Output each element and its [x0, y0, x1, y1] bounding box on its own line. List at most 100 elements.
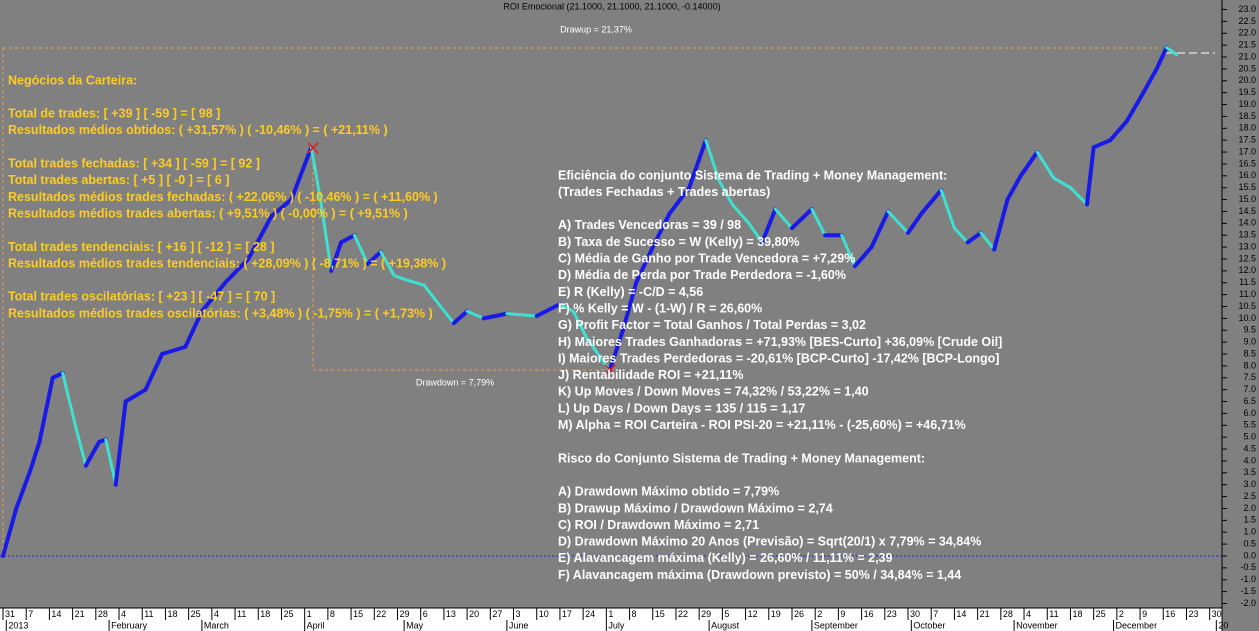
- info-text: H) Maiores Trades Ganhadoras = +71,93% […: [558, 335, 1002, 349]
- y-tick-label: 17.0: [1238, 146, 1256, 156]
- up-segment: [1141, 66, 1159, 95]
- y-tick-label: 22.5: [1238, 16, 1256, 26]
- x-tick-label: 7: [933, 609, 938, 619]
- down-segment: [309, 145, 323, 206]
- y-tick-label: 11.5: [1239, 277, 1256, 287]
- x-tick-label: 3: [516, 609, 521, 619]
- x-tick-label: 1: [608, 609, 613, 619]
- down-segment: [405, 278, 426, 287]
- drawup-label: Drawup = 21,37%: [560, 24, 632, 34]
- x-axis-background: [0, 608, 1222, 631]
- x-tick-label: 4: [121, 609, 126, 619]
- down-segment: [886, 209, 910, 235]
- x-tick-label: 12: [748, 609, 758, 619]
- info-text: Resultados médios trades fechadas: ( +22…: [8, 190, 438, 204]
- y-tick-label: 9.5: [1243, 325, 1256, 335]
- up-segment: [37, 375, 55, 444]
- up-segment: [365, 249, 383, 266]
- info-text: L) Up Days / Down Days = 135 / 115 = 1,1…: [558, 401, 805, 415]
- down-segment: [74, 426, 88, 468]
- info-text: Eficiência do conjunto Sistema de Tradin…: [558, 168, 947, 182]
- y-tick-label: 5.0: [1243, 432, 1256, 442]
- info-text: Resultados médios obtidos: ( +31,57% ) (…: [8, 123, 388, 137]
- y-tick-label: 14.0: [1238, 218, 1256, 228]
- down-segment: [773, 207, 794, 230]
- x-tick-label: 4: [1026, 609, 1031, 619]
- down-segment: [939, 188, 956, 230]
- x-tick-label: 22: [678, 609, 688, 619]
- y-tick-label: 22.0: [1238, 28, 1256, 38]
- x-tick-label: 21: [980, 609, 990, 619]
- info-text: A) Trades Vencedoras = 39 / 98: [558, 218, 741, 232]
- x-tick-label: 19: [771, 609, 781, 619]
- up-segment: [143, 352, 165, 392]
- down-segment: [1165, 46, 1179, 57]
- down-segment: [319, 202, 333, 273]
- y-tick-label: -0.5: [1240, 562, 1256, 572]
- info-text: Total de trades: [ +39 ] [ -59 ] = [ 98 …: [8, 107, 220, 121]
- x-tick-label: 16: [1165, 609, 1175, 619]
- down-segment: [747, 221, 764, 244]
- y-tick-label: 1.5: [1243, 515, 1256, 525]
- up-segment: [634, 245, 655, 285]
- down-segment: [840, 233, 857, 268]
- up-segment: [992, 197, 1010, 252]
- x-tick-label: 16: [864, 609, 874, 619]
- y-tick-label: 13.5: [1238, 230, 1256, 240]
- x-tick-label: 11: [144, 609, 153, 619]
- up-segment: [289, 145, 314, 202]
- down-segment: [379, 250, 396, 278]
- x-tick-label: 14: [51, 609, 61, 619]
- x-tick-label: 8: [632, 609, 637, 619]
- y-tick-label: 3.5: [1243, 467, 1256, 477]
- y-tick-label: 21.5: [1238, 40, 1256, 50]
- x-tick-label: 9: [840, 609, 845, 619]
- x-tick-label: 23: [887, 609, 897, 619]
- info-text: D) Drawdown Máximo 20 Anos (Previsão) = …: [558, 535, 981, 549]
- x-tick-label: 30: [1212, 609, 1222, 619]
- x-tick-label: 18: [1072, 609, 1082, 619]
- down-segment: [571, 309, 588, 339]
- x-tick-label: 6: [423, 609, 428, 619]
- y-tick-label: 6.0: [1243, 408, 1256, 418]
- down-segment: [1035, 150, 1056, 180]
- info-text: Negócios da Carteira:: [8, 73, 137, 87]
- up-segment: [246, 214, 274, 261]
- up-segment: [852, 245, 874, 269]
- y-tick-label: 12.5: [1238, 253, 1256, 263]
- x-tick-label: 25: [191, 609, 201, 619]
- x-tick-label: 18: [260, 609, 270, 619]
- up-segment: [650, 211, 672, 250]
- info-text: Resultados médios trades tendenciais: ( …: [8, 256, 446, 270]
- y-tick-label: 15.0: [1238, 194, 1256, 204]
- chart-title: ROI Emocional (21.1000, 21.1000, 21.1000…: [503, 1, 720, 11]
- month-label: March: [204, 620, 229, 630]
- y-tick-label: -1.5: [1240, 586, 1256, 596]
- info-text: Resultados médios trades oscilatórias: (…: [8, 306, 433, 320]
- y-tick-label: 9.0: [1243, 337, 1256, 347]
- x-tick-label: 17: [562, 609, 572, 619]
- x-tick-label: 7: [28, 609, 33, 619]
- x-tick-label: 25: [283, 609, 293, 619]
- month-label: 20: [1218, 620, 1228, 630]
- y-tick-label: -1.0: [1240, 574, 1256, 584]
- up-segment: [869, 209, 891, 250]
- x-tick-label: 13: [446, 609, 456, 619]
- y-tick-label: 17.5: [1238, 135, 1256, 145]
- down-segment: [704, 138, 721, 183]
- info-text: C) ROI / Drawdown Máximo = 2,71: [558, 518, 759, 532]
- info-text: C) Média de Ganho por Trade Vencedora = …: [558, 252, 855, 266]
- y-tick-label: 4.5: [1243, 443, 1256, 453]
- y-tick-label: 7.0: [1243, 384, 1256, 394]
- down-segment: [810, 207, 827, 237]
- info-text: I) Maiores Trades Perdedoras = -20,61% […: [558, 351, 999, 365]
- y-tick-label: 23.0: [1238, 4, 1256, 14]
- up-segment: [1091, 138, 1113, 150]
- x-tick-label: 15: [655, 609, 665, 619]
- up-segment: [199, 280, 228, 314]
- down-segment: [952, 226, 970, 244]
- down-segment: [465, 309, 486, 320]
- y-tick-label: 8.5: [1243, 348, 1256, 358]
- y-tick-label: 16.0: [1238, 170, 1256, 180]
